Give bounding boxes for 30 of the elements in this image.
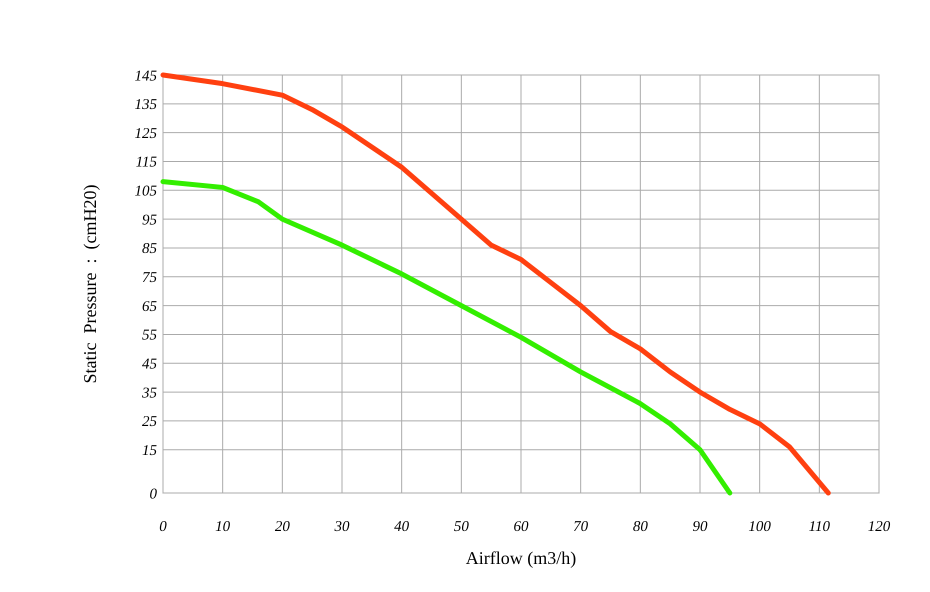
y-tick-label: 95 xyxy=(142,212,158,228)
y-tick-label: 0 xyxy=(150,486,158,502)
x-tick-label: 30 xyxy=(334,519,350,535)
y-axis-title: Static Pressure : (cmH20) xyxy=(80,184,100,384)
y-tick-label: 145 xyxy=(134,68,158,84)
y-tick-label: 105 xyxy=(134,184,158,200)
x-tick-label: 60 xyxy=(514,519,529,535)
x-tick-label: 40 xyxy=(394,519,410,535)
x-tick-label: 50 xyxy=(454,519,470,535)
y-tick-label: 25 xyxy=(142,414,158,430)
y-tick-label: 135 xyxy=(134,97,158,114)
y-tick-label: 15 xyxy=(142,443,158,460)
x-tick-label: 110 xyxy=(808,519,831,535)
y-tick-label: 115 xyxy=(136,154,158,171)
y-tick-label: 125 xyxy=(134,126,158,142)
x-tick-label: 0 xyxy=(159,519,168,535)
x-axis-title: Airflow (m3/h) xyxy=(466,548,576,568)
x-tick-label: 100 xyxy=(748,519,772,535)
y-tick-label: 85 xyxy=(142,241,158,258)
y-tick-label: 45 xyxy=(142,356,158,373)
y-tick-label: 35 xyxy=(141,385,158,402)
y-tick-label: 65 xyxy=(142,298,158,315)
x-tick-label: 70 xyxy=(573,519,589,535)
x-tick-label: 10 xyxy=(215,519,231,535)
y-tick-label: 75 xyxy=(142,270,158,286)
y-tick-label: 55 xyxy=(142,328,158,344)
x-tick-label: 20 xyxy=(274,519,290,535)
x-tick-label: 120 xyxy=(868,519,891,535)
x-tick-label: 90 xyxy=(692,519,708,535)
x-tick-label: 80 xyxy=(632,519,648,535)
